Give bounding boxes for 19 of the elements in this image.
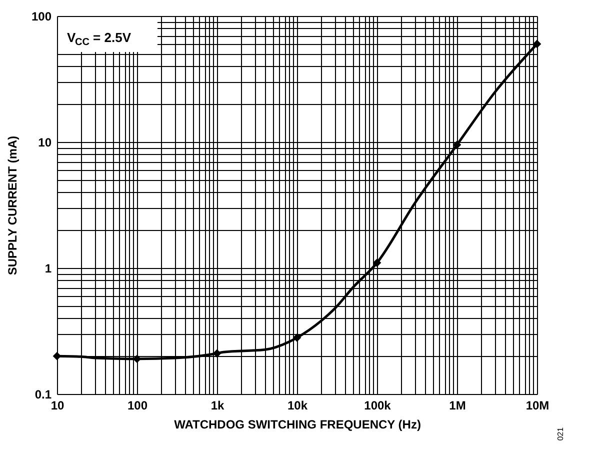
point <box>292 333 302 342</box>
y-axis-title: SUPPLY CURRENT (mA) <box>5 136 20 276</box>
x-tick-label: 10 <box>50 398 64 412</box>
point <box>532 40 542 48</box>
x-axis-title: WATCHDOG SWITCHING FREQUENCY (Hz) <box>174 418 421 432</box>
x-tick-label: 10M <box>526 398 550 412</box>
y-tick-label: 1 <box>44 262 52 276</box>
y-tick-label: 10 <box>38 136 52 150</box>
x-tick-label: 1k <box>210 398 224 412</box>
y-tick-label: 0.1 <box>34 388 52 402</box>
y-tick-label: 100 <box>31 10 52 24</box>
text: 021 <box>556 426 565 441</box>
point <box>52 352 62 360</box>
x-tick-label: 100k <box>364 398 392 412</box>
x-tick-label: 10k <box>287 398 308 412</box>
x-tick-label: 100 <box>127 398 148 412</box>
x-tick-label: 1M <box>449 398 466 412</box>
point <box>452 140 462 149</box>
point <box>372 258 382 267</box>
